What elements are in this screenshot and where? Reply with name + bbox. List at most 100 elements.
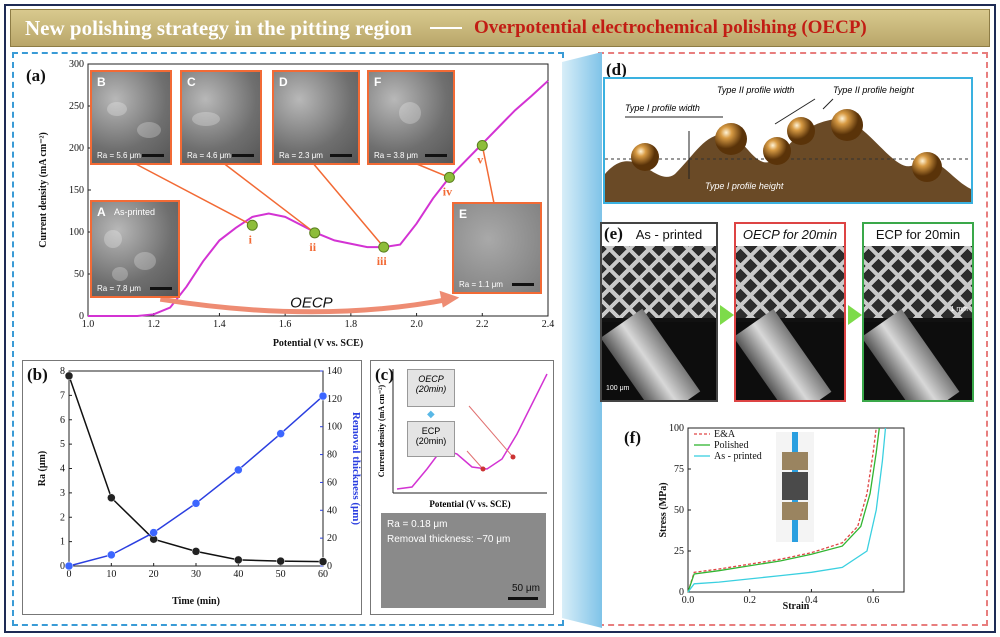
final-scale-bar xyxy=(508,597,538,600)
plot-frame xyxy=(68,370,324,567)
oecp-arrow xyxy=(159,296,450,315)
point-label-iv: iv xyxy=(443,184,452,198)
data-point xyxy=(234,555,243,565)
oecp-label: OECP xyxy=(290,295,333,312)
y-tick-label: 1 xyxy=(60,537,65,548)
x-tick-label: 1.4 xyxy=(213,319,226,330)
banner-title-left: New polishing strategy in the pitting re… xyxy=(25,15,412,40)
chart-a-svg: 1.0 1.2 1.4 1.6 1.8 2.0 2.2 2.4 0 50 100 150 200 250 3… xyxy=(38,59,554,349)
data-point-v xyxy=(476,139,488,151)
leader-line xyxy=(131,161,253,226)
oecp-step-box: OECP (20min) xyxy=(407,369,455,407)
y-right-tick-label: 80 xyxy=(327,450,337,461)
profile-diagram xyxy=(605,98,971,202)
type1-height-label: Type I profile height xyxy=(705,181,784,191)
sem-d-ra: Ra = 2.3 μm xyxy=(279,151,323,160)
y-tick-label: 150 xyxy=(69,185,84,196)
panel-e-as-printed: As - printed 100 μm xyxy=(600,222,718,402)
x-tick-label: 0 xyxy=(67,569,72,580)
y-tick-label: 250 xyxy=(69,101,84,112)
x-tick-label: 1.8 xyxy=(345,319,358,330)
oecp-arrow-head xyxy=(439,290,460,308)
x-tick-label: 1.2 xyxy=(147,319,160,330)
step-arrow-icon: ◆ xyxy=(427,409,435,420)
y-tick-label: 0 xyxy=(60,561,65,572)
connector-wedge xyxy=(562,52,602,628)
type2-width-label: Type II profile width xyxy=(717,85,795,95)
y-tick-label: 100 xyxy=(69,227,84,238)
point-label-v: v xyxy=(477,152,483,166)
data-point xyxy=(107,550,116,560)
x-tick-label: 1.0 xyxy=(82,319,95,330)
banner-dash xyxy=(429,27,462,29)
data-point xyxy=(318,557,328,566)
y-tick-label: 8 xyxy=(60,366,65,377)
x-axis-label: Time (min) xyxy=(172,596,220,607)
y-tick-label: 300 xyxy=(69,59,84,70)
y-tick-label: 75 xyxy=(674,464,684,475)
oecp-leader xyxy=(468,405,514,458)
sem-image-c: C Ra = 4.6 μm xyxy=(180,70,262,165)
type1-width-label: Type I profile width xyxy=(625,103,700,113)
y-axis-label: Current density (mA cm⁻²) xyxy=(38,132,49,248)
stress-strain-line-2 xyxy=(687,427,887,593)
ecp-step-box: ECP (20min) xyxy=(407,421,455,457)
panel-e-label: (e) xyxy=(604,224,623,243)
green-arrow-icon xyxy=(720,305,734,325)
y-tick-label: 200 xyxy=(69,143,84,154)
sem-e-letter: E xyxy=(459,207,468,221)
panel-c: (c) Potential (V vs. SCE) Current density… xyxy=(370,360,554,615)
panel-e-ecp: ECP for 20min 1 mm xyxy=(862,222,974,402)
final-removal: Removal thickness: ~70 μm xyxy=(387,534,511,545)
series-line-left xyxy=(68,375,324,563)
sem-c-ra: Ra = 4.6 μm xyxy=(187,151,231,160)
series-line-right xyxy=(68,395,324,567)
sem-a-ra: Ra = 7.8 μm xyxy=(97,284,141,293)
y-right-tick-label: 100 xyxy=(327,422,342,433)
x-tick-label: 2.2 xyxy=(476,319,489,330)
panel-f: (f) 0.0 0.2 0.4 0.6 0 25 50 75 100 Strain Stress (… xyxy=(604,412,976,612)
x-tick-label: 2.0 xyxy=(410,319,423,330)
sem-image-a: A As-printed Ra = 7.8 μm xyxy=(90,200,180,298)
sem-f-letter: F xyxy=(374,75,382,89)
sem-image-b: B Ra = 5.6 μm xyxy=(90,70,172,165)
y-tick-label: 0 xyxy=(679,587,684,598)
x-tick-label: 0.0 xyxy=(682,595,695,606)
final-surface-sem: Ra = 0.18 μm Removal thickness: ~70 μm 5… xyxy=(381,513,546,608)
panel-a: (a) 1.0 1.2 1.4 1.6 1.8 2.0 2.2 2.4 0 50 100 150 200… xyxy=(22,58,558,358)
y-axis-label: Stress (MPa) xyxy=(658,482,669,537)
panel-c-label: (c) xyxy=(375,365,394,384)
banner-title-right: Overpotential electrochemical polishing … xyxy=(473,17,867,38)
final-ra: Ra = 0.18 μm xyxy=(387,519,448,530)
compression-photo xyxy=(776,432,814,542)
data-point xyxy=(64,371,74,381)
data-point xyxy=(276,429,285,438)
y-right-tick-label: 60 xyxy=(327,477,337,488)
data-point-i xyxy=(246,219,258,231)
title-banner: New polishing strategy in the pitting re… xyxy=(10,9,990,47)
data-point xyxy=(107,493,116,502)
y-right-tick-label: 140 xyxy=(327,366,342,377)
data-point xyxy=(318,391,328,401)
sem-d-letter: D xyxy=(279,75,288,89)
data-point xyxy=(276,556,285,566)
type2-height-label: Type II profile height xyxy=(833,85,914,95)
chart-f-svg: 0.0 0.2 0.4 0.6 0 25 50 75 100 Strain Stress (MPa)… xyxy=(658,423,905,612)
y-right-tick-label: 120 xyxy=(327,394,342,405)
y-axis-label: Ra (μm) xyxy=(37,451,48,486)
sem-image-f: F Ra = 3.8 μm xyxy=(367,70,455,165)
y-tick-label: 4 xyxy=(60,464,65,475)
y-tick-label: 7 xyxy=(60,390,65,401)
x-tick-label: 1.6 xyxy=(279,319,292,330)
scale-100um: 100 μm xyxy=(606,385,630,392)
panel-f-label: (f) xyxy=(624,428,641,447)
scale-1mm: 1 mm xyxy=(950,306,969,313)
potential-curve-line xyxy=(396,373,548,490)
x-tick-label: 20 xyxy=(149,569,159,580)
final-scale-label: 50 μm xyxy=(512,583,540,594)
point-label-iii: iii xyxy=(377,254,388,268)
sem-a-caption: As-printed xyxy=(114,207,156,217)
data-point xyxy=(191,499,201,508)
sem-c-letter: C xyxy=(187,75,196,89)
y-axis-label: Current density (mA cm⁻²) xyxy=(377,384,386,477)
